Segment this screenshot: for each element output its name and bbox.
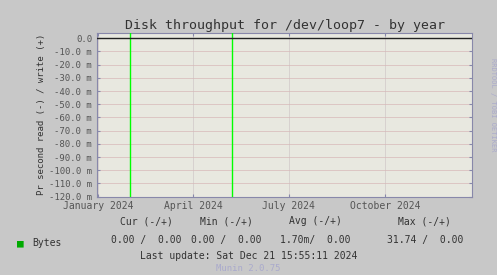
Text: Max (-/+): Max (-/+) (399, 216, 451, 226)
Text: 0.00 /  0.00: 0.00 / 0.00 (111, 235, 182, 245)
Text: Munin 2.0.75: Munin 2.0.75 (216, 264, 281, 273)
Text: ■: ■ (17, 238, 24, 248)
Text: Bytes: Bytes (32, 238, 62, 248)
Text: Min (-/+): Min (-/+) (200, 216, 252, 226)
Text: 1.70m/  0.00: 1.70m/ 0.00 (280, 235, 351, 245)
Text: 31.74 /  0.00: 31.74 / 0.00 (387, 235, 463, 245)
Text: RRDTOOL / TOBI OETIKER: RRDTOOL / TOBI OETIKER (490, 58, 496, 151)
Text: Avg (-/+): Avg (-/+) (289, 216, 342, 226)
Y-axis label: Pr second read (-) / write (+): Pr second read (-) / write (+) (37, 34, 46, 196)
Text: Last update: Sat Dec 21 15:55:11 2024: Last update: Sat Dec 21 15:55:11 2024 (140, 251, 357, 261)
Title: Disk throughput for /dev/loop7 - by year: Disk throughput for /dev/loop7 - by year (125, 19, 444, 32)
Text: 0.00 /  0.00: 0.00 / 0.00 (191, 235, 261, 245)
Text: Cur (-/+): Cur (-/+) (120, 216, 173, 226)
